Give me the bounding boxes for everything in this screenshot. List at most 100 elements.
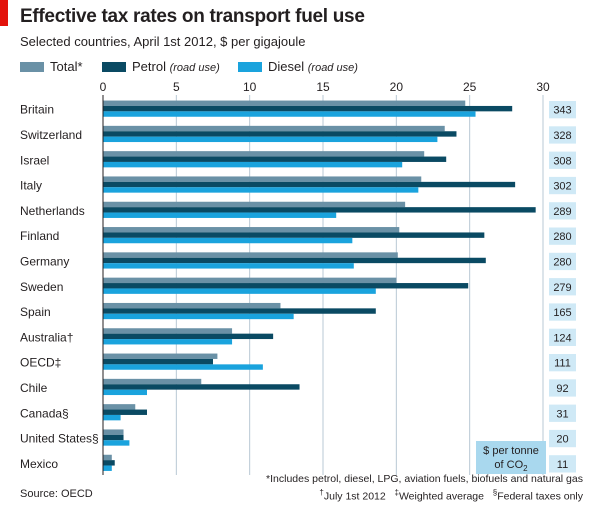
footnote-section: Federal taxes only — [497, 490, 583, 503]
x-tick-label: 10 — [243, 80, 257, 94]
category-label: Italy — [20, 179, 42, 193]
co2-header-line2: of CO — [494, 459, 524, 471]
bar-petrol — [103, 105, 513, 112]
bar-diesel — [103, 187, 419, 193]
bar-diesel — [103, 364, 263, 370]
co2-value-label: 111 — [554, 358, 571, 370]
bar-diesel — [103, 465, 112, 471]
co2-value-box — [549, 227, 576, 245]
co2-value-label: 20 — [556, 434, 568, 446]
category-label: OECD‡ — [20, 356, 61, 370]
co2-value-label: 124 — [553, 332, 571, 344]
category-label: Chile — [20, 381, 48, 395]
bar-diesel — [103, 136, 438, 143]
bar-diesel — [103, 263, 354, 269]
bar-petrol — [103, 434, 124, 441]
bar-petrol — [103, 460, 115, 466]
bar-diesel — [103, 288, 376, 294]
co2-value-box — [549, 455, 576, 473]
co2-value-label: 31 — [556, 408, 568, 420]
chart-subtitle: Selected countries, April 1st 2012, $ pe… — [20, 34, 306, 49]
co2-value-label: 11 — [557, 459, 568, 471]
bar-total — [103, 252, 398, 258]
bar-diesel — [103, 237, 353, 244]
bar-petrol — [103, 257, 486, 264]
category-label: Mexico — [20, 457, 58, 471]
bar-total — [103, 328, 233, 334]
source-note: Source: OECD — [20, 488, 93, 500]
bar-total — [103, 302, 281, 309]
bar-petrol — [103, 384, 300, 390]
bar-total — [103, 100, 466, 106]
bar-diesel — [103, 440, 130, 446]
co2-value-label: 308 — [553, 155, 571, 167]
co2-value-label: 279 — [553, 282, 571, 294]
legend-swatch-petrol — [102, 61, 126, 72]
bar-petrol — [103, 131, 457, 137]
bar-total — [103, 201, 406, 208]
bar-total — [103, 277, 397, 284]
bar-total — [103, 404, 136, 410]
category-label: Britain — [20, 103, 54, 117]
legend-item-petrol: Petrol (road use) — [102, 59, 220, 74]
legend-label-total: Total* — [50, 59, 83, 74]
legend-note-diesel: (road use) — [307, 62, 358, 74]
bar-total — [103, 151, 425, 157]
bar-petrol — [103, 283, 469, 289]
bar-total — [103, 454, 112, 461]
bar-diesel — [103, 111, 476, 117]
legend-item-total: Total* — [20, 59, 83, 74]
category-label: Germany — [20, 254, 69, 268]
footnote-dagger: July 1st 2012 — [323, 490, 386, 503]
x-tick-label: 15 — [316, 80, 330, 94]
brand-tag — [0, 0, 8, 26]
category-label: Australia† — [20, 330, 73, 344]
co2-value-box — [549, 176, 576, 195]
bar-petrol — [103, 156, 447, 162]
bar-diesel — [103, 313, 294, 320]
bar-petrol — [103, 232, 485, 238]
co2-value-box — [549, 303, 576, 321]
co2-value-box — [549, 354, 576, 372]
bar-petrol — [103, 333, 274, 340]
category-label: Sweden — [20, 280, 63, 294]
category-label: Canada§ — [20, 406, 69, 420]
co2-value-box — [549, 202, 576, 220]
co2-value-box — [549, 151, 576, 169]
co2-value-label: 302 — [553, 181, 571, 193]
bar-diesel — [103, 161, 403, 168]
co2-value-label: 280 — [553, 256, 571, 268]
co2-value-box — [549, 328, 576, 346]
category-label: Israel — [20, 153, 49, 167]
co2-column-header: $ per tonne of CO2 — [476, 441, 546, 474]
bar-total — [103, 353, 218, 359]
x-tick-label: 20 — [390, 80, 404, 94]
bar-petrol — [103, 308, 376, 314]
footnotes: *Includes petrol, diesel, LPG, aviation … — [266, 472, 583, 504]
co2-value-box — [549, 404, 576, 422]
bar-diesel — [103, 389, 147, 396]
co2-value-label: 165 — [553, 307, 571, 319]
category-label: Netherlands — [20, 204, 85, 218]
co2-header-line1: $ per tonne — [483, 445, 539, 457]
x-tick-label: 25 — [463, 80, 477, 94]
x-tick-label: 5 — [173, 80, 180, 94]
co2-value-label: 343 — [553, 105, 571, 117]
co2-value-label: 328 — [553, 130, 571, 142]
footnote-double-dagger: Weighted average — [398, 490, 484, 503]
bar-total — [103, 176, 422, 182]
co2-value-label: 92 — [556, 383, 568, 395]
category-label: Switzerland — [20, 128, 82, 142]
bar-diesel — [103, 339, 233, 345]
category-label: Finland — [20, 229, 59, 243]
bar-total — [103, 125, 445, 132]
category-label: Spain — [20, 305, 51, 319]
legend-label-petrol: Petrol — [132, 59, 166, 74]
bar-petrol — [103, 358, 213, 365]
bar-total — [103, 429, 124, 435]
bar-diesel — [103, 414, 121, 421]
chart-title: Effective tax rates on transport fuel us… — [20, 6, 365, 27]
co2-value-label: 289 — [553, 206, 571, 218]
x-tick-label: 0 — [100, 80, 107, 94]
legend-note-petrol: (road use) — [169, 62, 220, 74]
